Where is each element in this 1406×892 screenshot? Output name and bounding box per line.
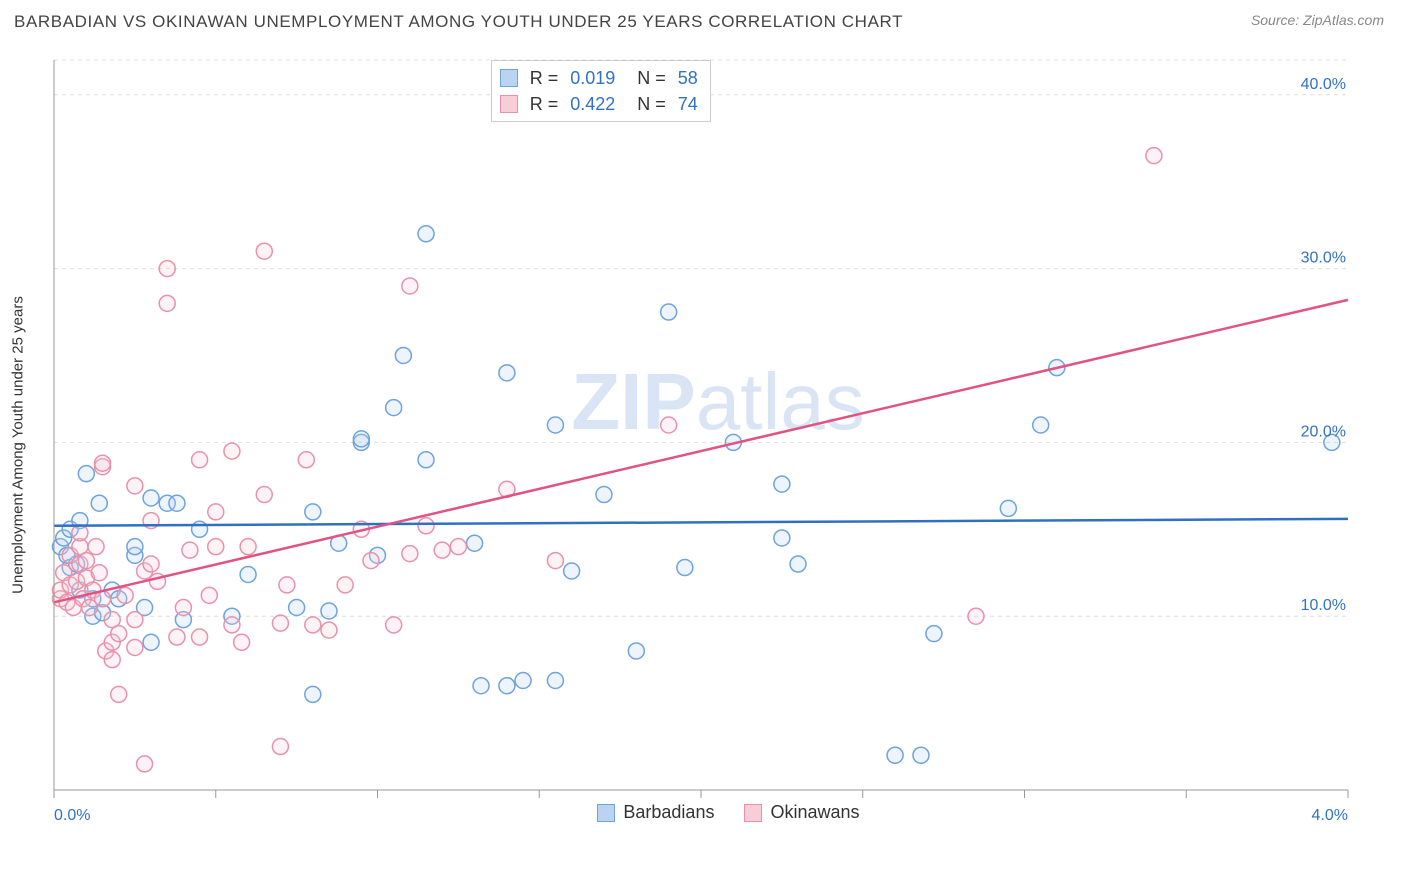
source-label: Source: ZipAtlas.com bbox=[1251, 12, 1384, 28]
svg-text:0.0%: 0.0% bbox=[54, 807, 90, 824]
n-value: 74 bbox=[678, 91, 698, 117]
legend-swatch bbox=[500, 69, 518, 87]
series-name: Barbadians bbox=[623, 802, 714, 823]
svg-text:ZIPatlas: ZIPatlas bbox=[571, 357, 864, 446]
legend-stat-row: R = 0.422 N = 74 bbox=[500, 91, 698, 117]
n-value: 58 bbox=[678, 65, 698, 91]
legend-swatch bbox=[597, 804, 615, 822]
legend-stat-row: R = 0.019 N = 58 bbox=[500, 65, 698, 91]
y-axis-label: Unemployment Among Youth under 25 years bbox=[10, 296, 27, 594]
r-label: R = bbox=[530, 91, 559, 117]
r-label: R = bbox=[530, 65, 559, 91]
svg-text:40.0%: 40.0% bbox=[1301, 76, 1346, 93]
n-label: N = bbox=[637, 91, 666, 117]
correlation-legend: R = 0.019 N = 58 R = 0.422 N = 74 bbox=[491, 60, 711, 122]
r-value: 0.422 bbox=[570, 91, 615, 117]
legend-swatch bbox=[500, 95, 518, 113]
svg-text:30.0%: 30.0% bbox=[1301, 250, 1346, 267]
legend-swatch bbox=[744, 804, 762, 822]
svg-text:20.0%: 20.0% bbox=[1301, 423, 1346, 440]
series-legend-item: Barbadians bbox=[597, 802, 714, 823]
series-legend-item: Okinawans bbox=[744, 802, 859, 823]
scatter-plot: ZIPatlas 0.0% 4.0% 10.0% 20.0% 30.0% 40.0% bbox=[48, 50, 1388, 840]
r-value: 0.019 bbox=[570, 65, 615, 91]
n-label: N = bbox=[637, 65, 666, 91]
svg-text:10.0%: 10.0% bbox=[1301, 597, 1346, 614]
chart-title: BARBADIAN VS OKINAWAN UNEMPLOYMENT AMONG… bbox=[14, 12, 903, 32]
svg-text:4.0%: 4.0% bbox=[1312, 807, 1348, 824]
series-legend: Barbadians Okinawans bbox=[597, 802, 859, 823]
plot-container: Unemployment Among Youth under 25 years … bbox=[48, 50, 1388, 840]
series-name: Okinawans bbox=[770, 802, 859, 823]
